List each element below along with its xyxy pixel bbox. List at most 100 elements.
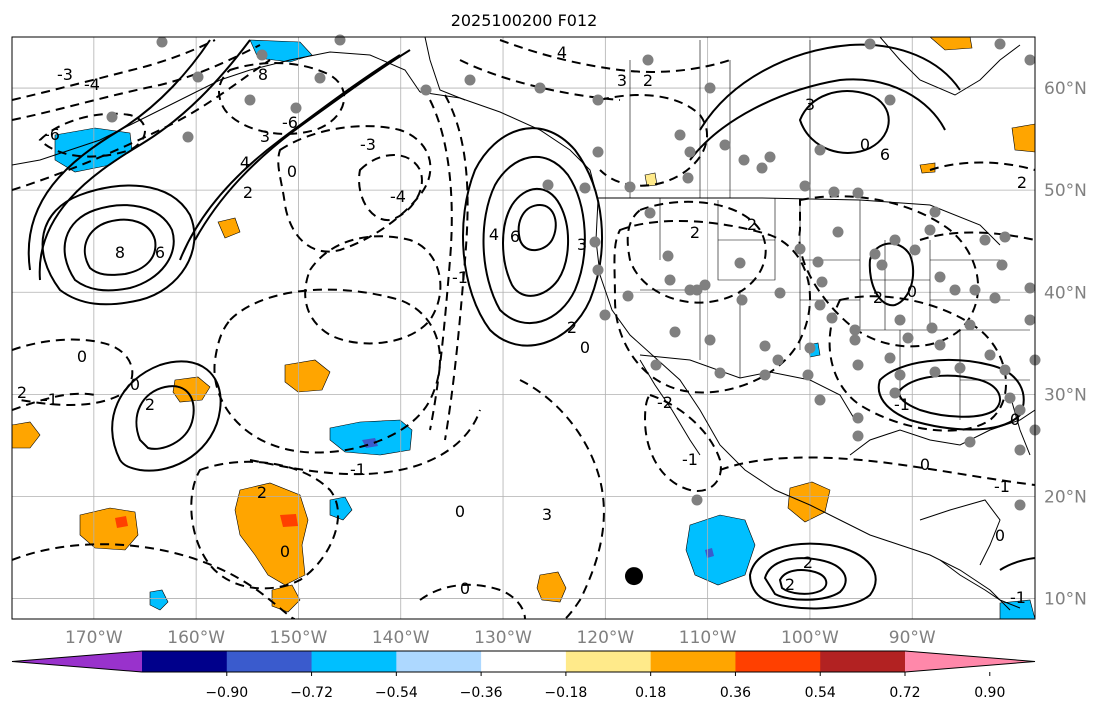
station-point [894, 369, 906, 381]
station-point [622, 290, 634, 302]
contour-negative [218, 62, 346, 135]
contour-label: 8 [115, 243, 125, 262]
station-point [802, 369, 814, 381]
station-point [691, 284, 703, 296]
contour-label: -1 [42, 390, 58, 409]
station-point [994, 38, 1006, 50]
contour-positive [798, 90, 890, 154]
station-point [924, 224, 936, 236]
station-point [954, 362, 966, 374]
station-point [1014, 499, 1026, 511]
station-point [691, 494, 703, 506]
station-point [420, 84, 432, 96]
station-point [759, 340, 771, 352]
contour-label: 6 [510, 227, 520, 246]
colorbar-tick-label: 0.72 [889, 685, 920, 701]
longitude-label: 140°W [372, 628, 430, 648]
station-point [864, 38, 876, 50]
station-point [592, 146, 604, 158]
station-point [929, 206, 941, 218]
colorbar-tick-label: −0.36 [460, 685, 503, 701]
contour-label: 8 [258, 65, 268, 84]
colorbar-bin [481, 651, 567, 672]
station-point [828, 186, 840, 198]
station-point [996, 259, 1008, 271]
contour-label: 0 [860, 135, 870, 154]
station-point [929, 366, 941, 378]
contour-negative [358, 154, 423, 222]
station-point [852, 359, 864, 371]
coastline-alaska [12, 51, 421, 166]
station-point [849, 334, 861, 346]
contour-label: 2 [803, 553, 813, 572]
latitude-label: 40°N [1044, 283, 1087, 303]
contour-negative [12, 44, 261, 121]
colorbar-extend-max [905, 651, 1035, 672]
coastline-gulf [849, 409, 1035, 456]
contour-positive [482, 156, 586, 325]
station-point [889, 387, 901, 399]
contour-label: -1 [994, 477, 1010, 496]
central-america [939, 559, 1021, 609]
station-point [624, 181, 636, 193]
contour-positive [689, 78, 946, 161]
station-point [650, 359, 662, 371]
contour-positive [999, 557, 1035, 571]
contour-positive [38, 39, 251, 281]
station-point [869, 248, 881, 260]
longitude-label: 100°W [781, 628, 839, 648]
contour-negative [519, 379, 605, 619]
station-point [926, 322, 938, 334]
station-point [674, 129, 686, 141]
contour-positive [502, 187, 569, 297]
station-point [244, 94, 256, 106]
contour-positive [83, 218, 157, 276]
station-point [734, 257, 746, 269]
station-point [989, 292, 1001, 304]
station-point [534, 82, 546, 94]
station-point [799, 180, 811, 192]
shaded-patch [172, 376, 211, 403]
contour-label: -1 [350, 460, 366, 479]
latitude-labels: 10°N 20°N 30°N 40°N 50°N 60°N [1044, 79, 1087, 610]
station-point [756, 162, 768, 174]
station-point [852, 187, 864, 199]
station-point [592, 94, 604, 106]
shaded-patch [999, 599, 1035, 619]
contour-label: 0 [920, 455, 930, 474]
station-point [1014, 444, 1026, 456]
contour-label: 2 [145, 395, 155, 414]
colorbar-tick-labels: −0.90 −0.72 −0.54 −0.36 −0.18 0.18 0.36 0.54 0.7… [205, 685, 1005, 701]
shaded-anomaly-patches [12, 37, 1035, 619]
station-point [909, 244, 921, 256]
station-point [772, 354, 784, 366]
contour-positive [898, 374, 1001, 418]
colorbar-extend-min [12, 651, 142, 672]
contour-positive [517, 203, 557, 252]
station-point [894, 314, 906, 326]
longitude-label: 130°W [474, 628, 532, 648]
station-point [889, 234, 901, 246]
colorbar-bin [735, 651, 821, 672]
colorbar-tick-label: −0.18 [544, 685, 587, 701]
colorbar-tick-label: 0.90 [974, 685, 1005, 701]
station-point [682, 172, 694, 184]
longitude-label: 150°W [270, 628, 328, 648]
shaded-patch [1011, 123, 1035, 153]
contour-negative [12, 39, 216, 101]
station-point [592, 264, 604, 276]
contour-label: -1 [1010, 588, 1026, 607]
contour-positive [27, 39, 211, 271]
contour-negative [919, 161, 1035, 241]
latitude-label: 50°N [1044, 181, 1087, 201]
contour-label: 6 [880, 145, 890, 164]
contour-label: 0 [77, 347, 87, 366]
shaded-patch [115, 516, 128, 528]
state-borders [640, 198, 1030, 420]
contour-positive [763, 557, 847, 601]
station-point [852, 412, 864, 424]
station-point [759, 369, 771, 381]
colorbar-bin [820, 651, 906, 672]
station-point [774, 287, 786, 299]
